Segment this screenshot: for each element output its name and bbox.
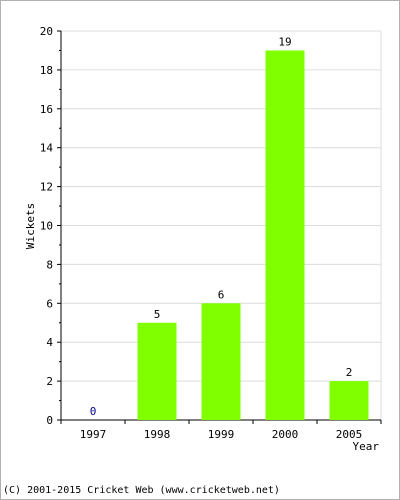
x-tick-label: 2000 [272,428,299,441]
bar-2005 [329,381,369,420]
data-label-1998: 5 [154,308,161,321]
copyright-text: (C) 2001-2015 Cricket Web (www.cricketwe… [3,485,280,496]
y-tick-label: 18 [40,64,53,77]
data-label-1997: 0 [90,405,97,418]
x-axis-label: Year [353,440,380,453]
y-tick-label: 8 [46,258,53,271]
y-tick-label: 10 [40,220,53,233]
y-tick-label: 2 [46,375,53,388]
data-labels: 0 5 6 19 2 [90,35,353,418]
data-label-2000: 19 [278,35,291,48]
y-tick-label: 12 [40,181,53,194]
bar-1998 [137,322,177,420]
grid-lines [61,30,382,420]
x-tick-label: 1998 [144,428,171,441]
y-tick-label: 16 [40,103,53,116]
x-axis-ticks: 1997 1998 1999 2000 2005 [60,420,382,441]
y-tick-label: 4 [46,336,53,349]
x-tick-label: 1999 [208,428,235,441]
y-tick-label: 20 [40,25,53,38]
y-axis-label: Wickets [24,203,37,249]
bar-2000 [265,50,305,420]
y-tick-label: 6 [46,297,53,310]
y-tick-label: 14 [40,142,54,155]
bars [137,50,369,420]
data-label-1999: 6 [218,288,225,301]
x-tick-label: 2005 [336,428,363,441]
x-tick-label: 1997 [80,428,107,441]
y-tick-label: 0 [46,414,53,427]
wickets-by-year-chart: 0 2 4 6 8 10 12 14 16 18 20 0 5 6 19 2 1997 1998 1999 200… [24,25,382,453]
data-label-2005: 2 [346,366,353,379]
bar-1999 [201,303,241,420]
y-axis-ticks: 0 2 4 6 8 10 12 14 16 18 20 [40,25,61,427]
